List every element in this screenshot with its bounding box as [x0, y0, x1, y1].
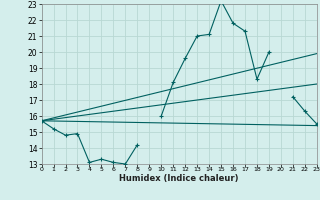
- X-axis label: Humidex (Indice chaleur): Humidex (Indice chaleur): [119, 174, 239, 183]
